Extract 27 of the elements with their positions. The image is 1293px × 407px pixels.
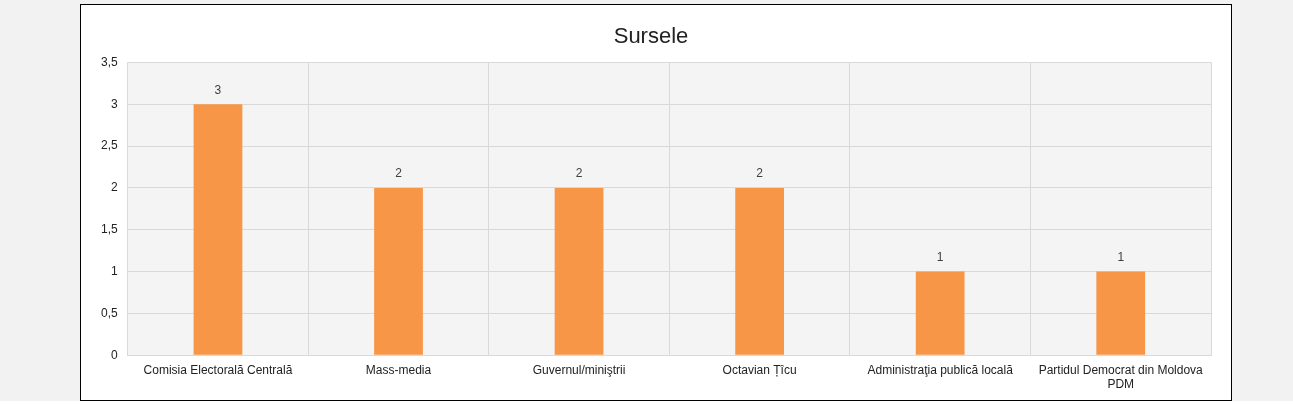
bar	[374, 187, 423, 355]
bar	[1096, 271, 1146, 355]
y-tick-label: 1	[110, 263, 118, 278]
x-tick-label: Partidul Democrat din Moldova PDM	[1038, 362, 1204, 392]
bar	[193, 104, 243, 355]
bar	[915, 271, 965, 355]
data-label: 1	[936, 249, 944, 264]
y-tick-label: 3,5	[100, 54, 118, 69]
x-tick-label: Octavian Țîcu	[722, 362, 797, 377]
data-label: 1	[1117, 249, 1125, 264]
data-label: 3	[214, 82, 222, 97]
chart-title: Sursele	[613, 23, 689, 49]
bar	[735, 187, 784, 355]
data-label: 2	[395, 166, 403, 181]
data-label: 2	[756, 166, 764, 181]
x-tick-label: Mass-media	[365, 362, 432, 377]
x-tick-label: Comisia Electorală Centrală	[143, 362, 293, 377]
y-tick-label: 2,5	[100, 138, 118, 153]
x-tick-label: Guvernul/miniştrii	[532, 362, 626, 377]
data-label: 2	[575, 166, 583, 181]
x-tick-label: Administraţia publică locală	[867, 362, 1014, 377]
bar	[554, 187, 604, 355]
y-tick-label: 0,5	[100, 305, 118, 320]
y-tick-label: 2	[110, 180, 118, 195]
y-tick-label: 3	[110, 96, 118, 111]
y-tick-label: 0	[110, 347, 118, 362]
y-tick-label: 1,5	[100, 222, 118, 237]
